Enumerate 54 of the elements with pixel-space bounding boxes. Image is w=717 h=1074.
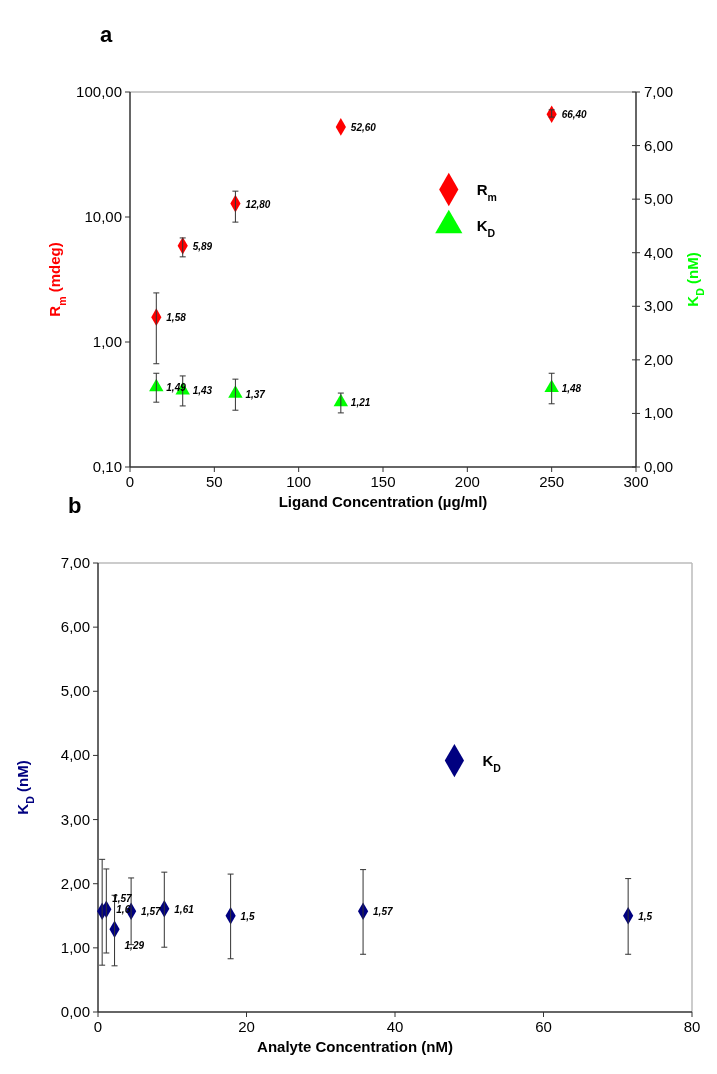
x-tick-label: 300 (623, 473, 649, 490)
data-label: 5,89 (192, 240, 213, 252)
y-tick-label: 1,00 (60, 938, 90, 956)
data-label: 1,43 (192, 385, 213, 397)
y-tick-label: 7,00 (60, 554, 90, 571)
y-tick-label: 10,00 (84, 208, 122, 225)
legend-label: K$_{D}$ (482, 751, 502, 774)
x-tick-label: 80 (683, 1018, 701, 1035)
y2-tick-label: 1,00 (644, 404, 674, 422)
y-tick-label: 3,00 (60, 810, 90, 828)
y2-tick-label: 7,00 (644, 83, 674, 100)
x-tick-label: 200 (454, 473, 480, 490)
data-label: 1,57 (141, 906, 162, 918)
x-axis-title: Analyte Concentration (nM) (257, 1038, 453, 1055)
y2-tick-label: 4,00 (644, 243, 674, 261)
data-label: 1,21 (350, 397, 371, 409)
data-label: 1,37 (245, 388, 266, 400)
x-tick-label: 0 (93, 1018, 103, 1035)
y2-tick-label: 3,00 (644, 297, 674, 315)
x-tick-label: 0 (125, 473, 135, 490)
data-label: 12,80 (245, 198, 271, 210)
y-tick-label: 6,00 (60, 618, 90, 636)
data-label: 1,29 (124, 940, 145, 952)
chart-title: b (68, 493, 82, 518)
y-tick-label: 4,00 (60, 746, 90, 764)
x-tick-label: 50 (205, 473, 223, 490)
x-axis-title: Ligand Concentration (µg/ml) (278, 493, 488, 510)
y2-tick-label: 6,00 (644, 136, 674, 154)
data-label: 52,60 (350, 121, 377, 133)
y2-tick-label: 2,00 (644, 350, 674, 368)
chart-title: a (100, 22, 113, 47)
data-label: 1,5 (240, 910, 255, 922)
legend-label: R$_{m}$ (476, 180, 497, 203)
y-tick-label: 0,10 (92, 458, 122, 475)
x-tick-label: 150 (370, 473, 396, 490)
x-tick-label: 20 (238, 1018, 255, 1035)
data-label: 66,40 (561, 109, 588, 121)
x-tick-label: 250 (539, 473, 565, 490)
data-label: 1,48 (561, 382, 582, 394)
data-label: 1,61 (174, 903, 195, 915)
x-tick-label: 40 (386, 1018, 404, 1035)
y-tick-label: 0,00 (60, 1003, 90, 1020)
x-tick-label: 60 (535, 1018, 552, 1035)
x-tick-label: 100 (286, 473, 312, 490)
y-tick-label: 1,00 (92, 333, 122, 350)
y2-tick-label: 5,00 (644, 190, 674, 208)
legend-label: K$_{D}$ (476, 216, 496, 239)
y-tick-label: 100,00 (76, 83, 122, 100)
y2-tick-label: 0,00 (644, 458, 674, 475)
y-tick-label: 2,00 (60, 874, 90, 892)
data-label: 1,5 (638, 910, 653, 922)
y-tick-label: 5,00 (60, 682, 90, 700)
data-label: 1,57 (373, 906, 393, 918)
data-label: 1,58 (166, 312, 187, 324)
